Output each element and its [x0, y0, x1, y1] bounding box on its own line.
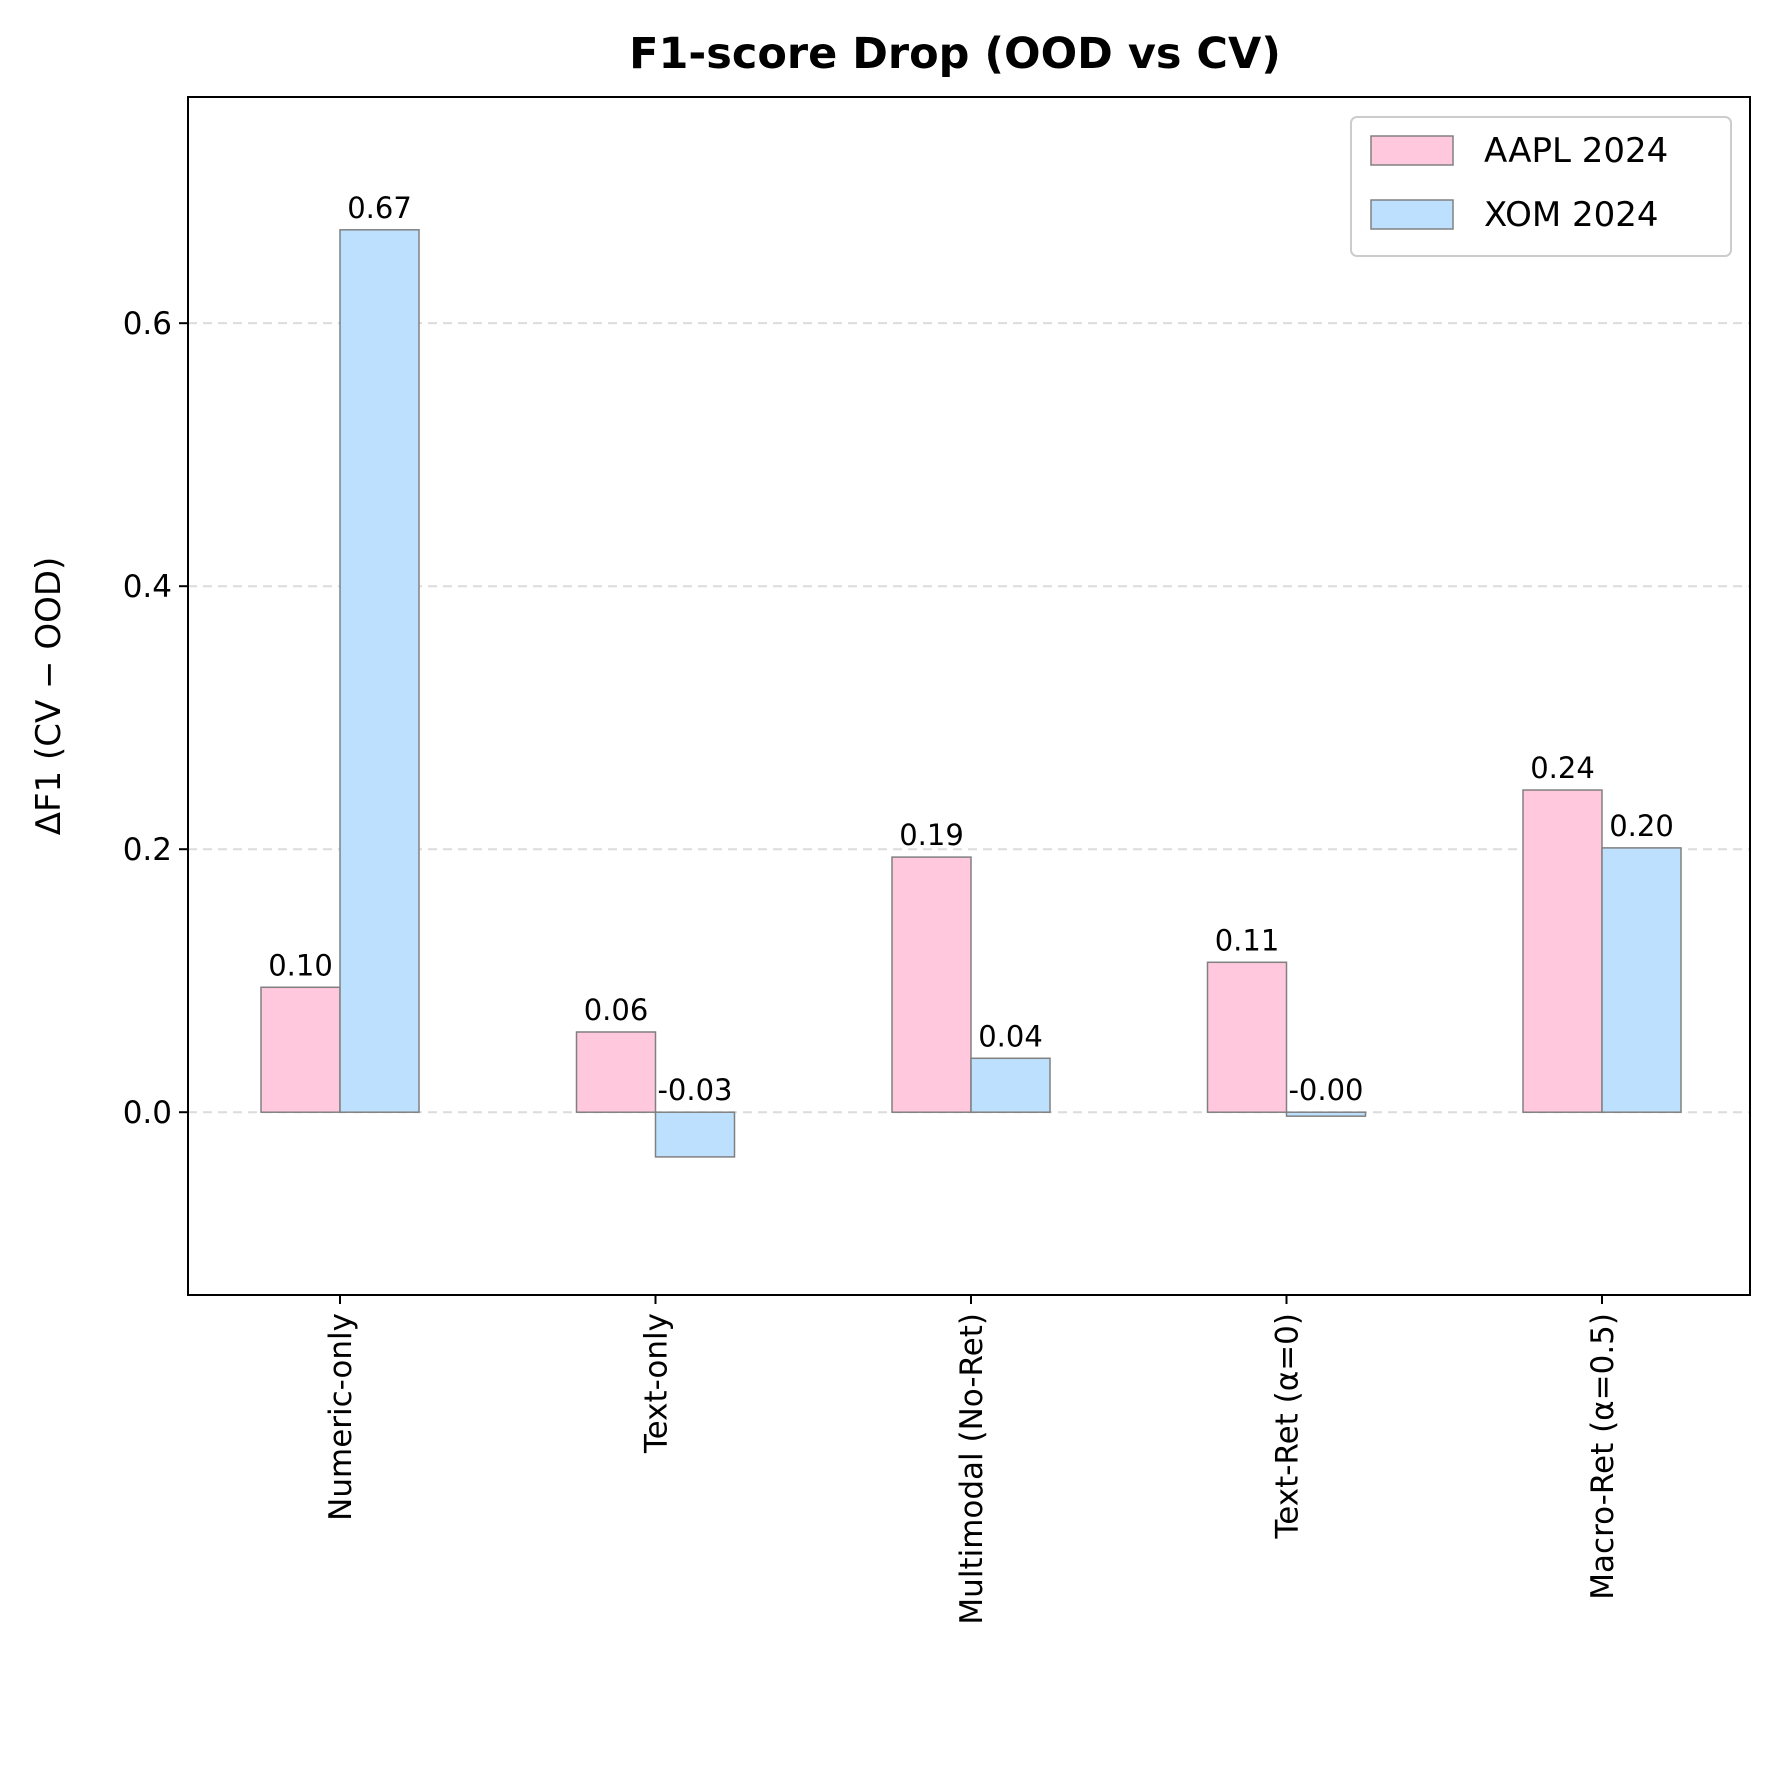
legend-swatch-aapl	[1370, 135, 1454, 166]
chart-title: F1-score Drop (OOD vs CV)	[629, 29, 1281, 79]
legend: AAPL 2024 XOM 2024	[1350, 116, 1732, 257]
y-axis: 0.0 0.2 0.4 0.6	[123, 306, 188, 1131]
data-labels: 0.10 0.06 0.19 0.11 0.24 0.67 -0.03 0.04 -0.00 0.…	[268, 191, 1674, 1107]
legend-label: AAPL 2024	[1484, 131, 1668, 171]
legend-label: XOM 2024	[1484, 195, 1659, 235]
bar-xom	[1601, 847, 1682, 1113]
bars	[260, 229, 1682, 1158]
x-tick-label: Numeric-only	[323, 1313, 359, 1521]
bar-aapl	[260, 986, 341, 1113]
y-tick-label: 0.4	[123, 569, 172, 605]
data-label: -0.03	[657, 1073, 732, 1107]
data-label: 0.10	[268, 948, 333, 982]
x-axis: Numeric-only Text-only Multimodal (No-Ret)…	[323, 1295, 1621, 1625]
y-axis-label: ΔF1 (CV − OOD)	[29, 557, 69, 836]
y-tick-label: 0.2	[123, 832, 172, 868]
data-label: 0.20	[1609, 809, 1674, 843]
plot-frame	[187, 96, 1751, 1296]
data-label: 0.06	[584, 993, 649, 1027]
data-label: 0.19	[899, 818, 964, 852]
data-label: -0.00	[1288, 1073, 1363, 1107]
bar-aapl	[1522, 789, 1603, 1113]
bar-xom	[654, 1111, 736, 1158]
data-label: 0.24	[1530, 751, 1595, 785]
bar-xom	[339, 229, 420, 1113]
x-tick-label: Text-only	[639, 1313, 675, 1454]
data-label: 0.67	[347, 191, 412, 225]
y-tick-label: 0.0	[123, 1095, 172, 1131]
bar-xom	[970, 1057, 1051, 1113]
y-tick-label: 0.6	[123, 306, 172, 342]
bar-aapl	[1206, 961, 1288, 1113]
legend-swatch-xom	[1370, 199, 1454, 230]
bar-aapl	[575, 1031, 657, 1113]
bar-aapl	[891, 856, 972, 1113]
x-tick-label: Multimodal (No-Ret)	[954, 1313, 990, 1625]
data-label: 0.04	[978, 1019, 1043, 1053]
x-tick-label: Macro-Ret (α=0.5)	[1585, 1313, 1621, 1600]
bar-xom	[1285, 1111, 1367, 1117]
x-tick-label: Text-Ret (α=0)	[1270, 1313, 1306, 1539]
data-label: 0.11	[1215, 923, 1280, 957]
legend-items: AAPL 2024 XOM 2024	[1370, 131, 1668, 235]
